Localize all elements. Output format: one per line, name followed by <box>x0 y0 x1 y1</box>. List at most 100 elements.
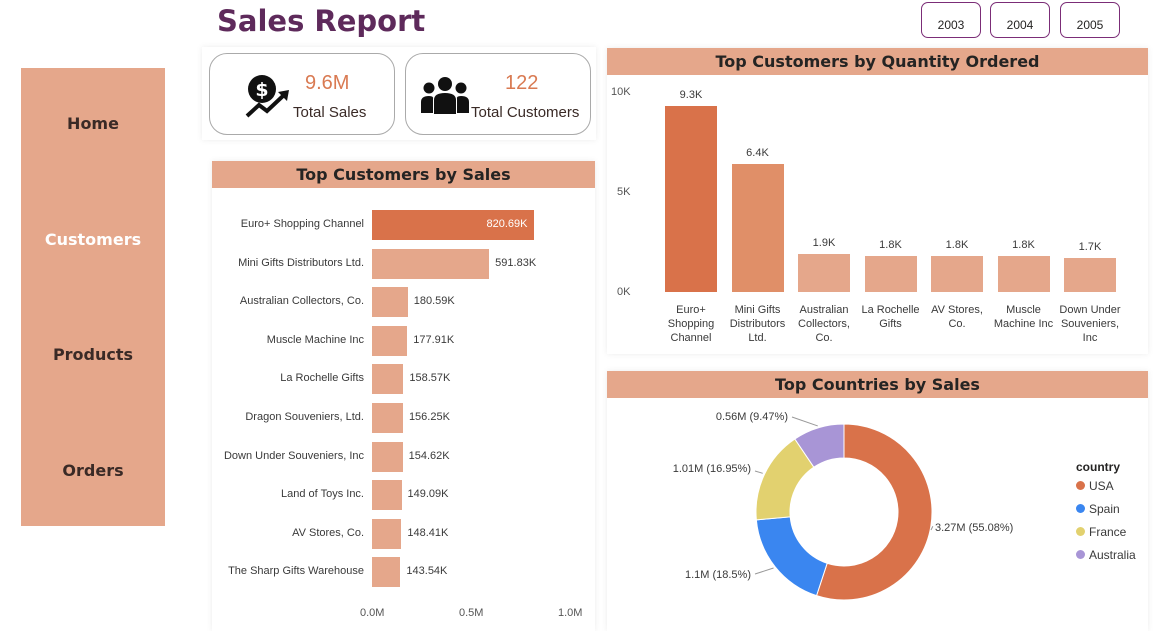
y-tick-5k: 5K <box>617 186 631 198</box>
bar-value-label: 148.41K <box>407 526 449 539</box>
category-label: Euro+ Shopping Channel <box>667 304 715 344</box>
page-title: Sales Report <box>217 4 426 38</box>
legend-item-spain[interactable]: Spain <box>1076 502 1120 516</box>
kpi-card-total-customers: 122 Total Customers <box>405 53 591 135</box>
bar-label: La Rochelle Gifts <box>280 372 364 385</box>
bar-value-label: 149.09K <box>407 488 449 501</box>
donut-leader-line <box>791 416 818 427</box>
sales-bar[interactable] <box>372 287 408 318</box>
sales-bar[interactable] <box>372 210 535 240</box>
sales-bar[interactable] <box>372 480 402 511</box>
bar-label: Down Under Souveniers, Inc <box>223 449 364 462</box>
category-label: Down Under Souveniers, Inc <box>1059 304 1121 344</box>
bar-value-label: 1.8K <box>1012 239 1035 251</box>
year-filter-2003[interactable]: 2003 <box>921 2 981 38</box>
year-filter-2005[interactable]: 2005 <box>1060 2 1120 38</box>
bar-label: Australian Collectors, Co. <box>239 295 364 308</box>
sales-bar[interactable] <box>372 364 404 395</box>
bar-value-label: 143.54K <box>406 565 448 578</box>
quantity-bar[interactable] <box>1064 258 1116 292</box>
panel-title: Top Customers by Quantity Ordered <box>607 48 1148 75</box>
top-countries-by-sales-panel: Top Countries by Sales 3.27M (55.08%) 1.1… <box>607 371 1148 631</box>
legend-dot-icon <box>1076 550 1085 559</box>
bar-value-label: 177.91K <box>413 333 455 346</box>
sales-bar[interactable] <box>372 441 403 472</box>
donut-leader-line <box>754 470 763 474</box>
kpi-total-sales-label: Total Sales <box>293 104 367 121</box>
category-label: La Rochelle Gifts <box>861 304 920 330</box>
bar-value-label: 1.8K <box>879 239 902 251</box>
legend-item-france[interactable]: France <box>1076 525 1126 539</box>
bar-value-label: 591.83K <box>495 256 537 269</box>
bar-value-label: 6.4K <box>746 147 769 159</box>
bar-value-label: 1.8K <box>945 239 969 251</box>
nav-item-customers[interactable]: Customers <box>44 230 142 249</box>
countries-donut-chart: 3.27M (55.08%) 1.1M (18.5%) 1.01M (16.95%)… <box>673 411 1013 601</box>
quantity-bar[interactable] <box>931 256 983 292</box>
bar-label: Dragon Souveniers, Ltd. <box>245 411 364 423</box>
donut-slice-label: 3.27M (55.08%) <box>935 522 1013 534</box>
donut-slice-australia[interactable] <box>794 423 845 468</box>
x-tick-2: 1.0M <box>558 607 583 619</box>
panel-title: Top Countries by Sales <box>607 371 1148 398</box>
top-customers-by-sales-panel: Top Customers by Sales Euro+ Shopping Ch… <box>212 161 595 631</box>
money-growth-icon: $ <box>245 75 289 118</box>
bar-label: Mini Gifts Distributors Ltd. <box>238 256 364 269</box>
bar-label: Land of Toys Inc. <box>281 488 364 501</box>
nav-item-home[interactable]: Home <box>67 114 119 133</box>
kpi-total-customers-label: Total Customers <box>471 104 580 121</box>
donut-slice-usa[interactable] <box>815 423 933 601</box>
bar-value-label: 1.7K <box>1078 241 1102 253</box>
quantity-bar[interactable] <box>997 256 1050 292</box>
donut-slice-spain[interactable] <box>755 516 828 597</box>
y-tick-0k: 0K <box>617 286 631 298</box>
bar-value-label: 820.69K <box>486 218 528 230</box>
kpi-total-sales-value: 9.6M <box>305 72 350 94</box>
panel-title: Top Customers by Sales <box>212 161 595 188</box>
legend-item-usa[interactable]: USA <box>1076 479 1114 493</box>
quantity-bar[interactable] <box>864 256 917 292</box>
quantity-bar[interactable] <box>665 106 717 292</box>
bar-value-label: 9.3K <box>679 89 703 101</box>
donut-slice-label: 0.56M (9.47%) <box>716 411 788 423</box>
x-tick-0: 0.0M <box>360 607 385 619</box>
bar-value-label: 1.9K <box>812 237 836 249</box>
legend-item-australia[interactable]: Australia <box>1076 548 1136 562</box>
legend-title: country <box>1076 460 1121 474</box>
kpi-card-total-sales: $ 9.6M Total Sales <box>209 53 395 135</box>
category-label: AV Stores, Co. <box>931 304 983 330</box>
nav-item-products[interactable]: Products <box>52 345 134 364</box>
bar-value-label: 158.57K <box>409 372 451 385</box>
bar-label: The Sharp Gifts Warehouse <box>228 565 364 578</box>
quantity-bar[interactable] <box>731 164 784 292</box>
sidebar-nav: Home Customers Products Orders <box>21 68 165 526</box>
quantity-bar[interactable] <box>798 254 850 292</box>
category-label: Mini Gifts Distributors Ltd. <box>729 304 786 344</box>
sales-bar[interactable] <box>372 325 408 356</box>
sales-bar[interactable] <box>372 557 401 588</box>
category-label: Australian Collectors, Co. <box>798 304 850 344</box>
donut-leader-line <box>754 567 774 575</box>
sales-bar[interactable] <box>372 403 403 433</box>
legend-dot-icon <box>1076 481 1085 490</box>
bar-value-label: 156.25K <box>408 411 450 423</box>
nav-item-orders[interactable]: Orders <box>62 461 124 480</box>
x-tick-1: 0.5M <box>459 607 484 619</box>
donut-leader-line <box>930 525 934 531</box>
svg-text:$: $ <box>255 79 268 101</box>
sales-bar[interactable] <box>372 518 402 549</box>
donut-slice-label: 1.01M (16.95%) <box>673 463 751 475</box>
bar-label: Muscle Machine Inc <box>266 333 364 346</box>
legend-dot-icon <box>1076 504 1085 513</box>
sales-bar[interactable] <box>372 248 490 279</box>
bar-value-label: 154.62K <box>408 449 450 462</box>
bar-label: Euro+ Shopping Channel <box>240 218 364 230</box>
legend-dot-icon <box>1076 527 1085 536</box>
donut-slice-label: 1.1M (18.5%) <box>685 569 751 581</box>
kpi-total-customers-value: 122 <box>505 72 539 94</box>
top-customers-by-quantity-panel: Top Customers by Quantity Ordered 10K 5K… <box>607 48 1148 354</box>
year-filter-2004[interactable]: 2004 <box>990 2 1050 38</box>
y-tick-10k: 10K <box>611 86 631 98</box>
bar-label: AV Stores, Co. <box>292 526 364 539</box>
kpi-section: $ 9.6M Total Sales 122 Total Customers <box>202 47 596 140</box>
